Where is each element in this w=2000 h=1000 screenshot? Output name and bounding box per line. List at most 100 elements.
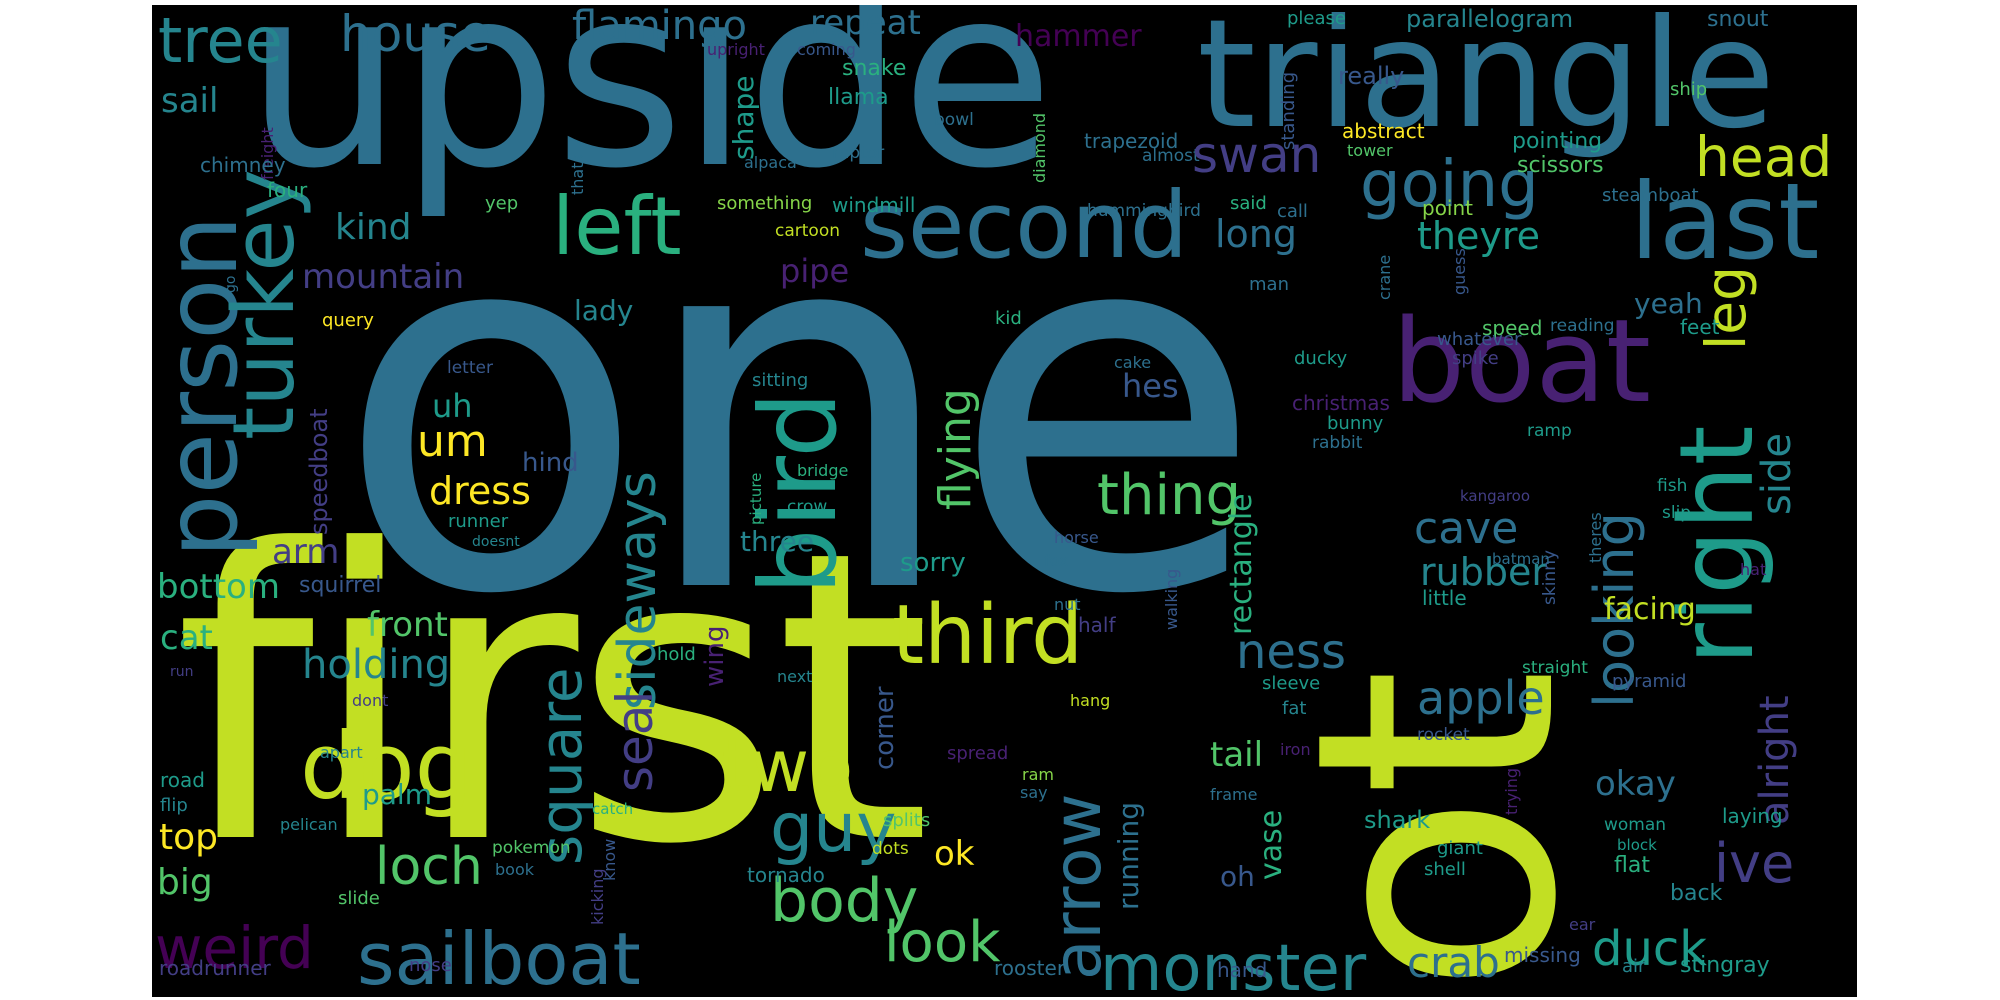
word-hang: hang	[1070, 691, 1111, 710]
word-ramp: ramp	[1527, 421, 1572, 441]
word-bottom: bottom	[157, 567, 280, 607]
word-dont: dont	[352, 691, 389, 710]
word-going: going	[1360, 148, 1539, 222]
word-turkey: turkey	[215, 169, 314, 440]
word-holding: holding	[302, 642, 451, 688]
word-pointing: pointing	[1512, 129, 1603, 154]
word-theyre: theyre	[1417, 214, 1541, 258]
word-loch: loch	[375, 837, 483, 897]
word-wing: wing	[700, 625, 730, 687]
word-giant: giant	[1437, 838, 1483, 859]
word-four: four	[267, 178, 308, 202]
word-letter: letter	[447, 358, 493, 378]
word-lady: lady	[574, 294, 634, 327]
word-roadrunner: roadrunner	[159, 956, 271, 980]
word-uh: uh	[432, 387, 473, 425]
word-corner: corner	[870, 686, 900, 770]
word-speed: speed	[1482, 316, 1543, 340]
word-third: third	[892, 588, 1084, 683]
word-square: square	[527, 667, 595, 865]
word-rubber: rubber	[1420, 550, 1547, 594]
word-upside: upside	[245, 5, 1054, 223]
word-ness: ness	[1236, 624, 1346, 680]
word-back: back	[1670, 881, 1723, 906]
word-crane: crane	[1375, 254, 1394, 300]
word-left: left	[552, 180, 682, 273]
word-dog: dog	[300, 713, 474, 820]
word-woman: woman	[1604, 815, 1667, 835]
word-oh: oh	[1220, 860, 1255, 893]
word-go: go	[223, 275, 239, 293]
word-sitting: sitting	[752, 370, 809, 391]
word-snout: snout	[1707, 7, 1769, 32]
word-upright: upright	[707, 40, 765, 59]
word-hat: hat	[1740, 560, 1767, 579]
word-boat: boat	[1392, 295, 1651, 429]
word-catch: catch	[592, 800, 634, 818]
word-said: said	[1230, 193, 1267, 214]
word-look: look	[884, 910, 1001, 975]
word-pelican: pelican	[280, 815, 338, 834]
word-tree: tree	[158, 5, 283, 77]
word-alpaca: alpaca	[744, 153, 797, 172]
word-snake: snake	[842, 56, 907, 81]
word-block: block	[1617, 836, 1657, 854]
word-seal: seal	[606, 690, 664, 792]
word-dress: dress	[429, 469, 531, 513]
word-top: top	[159, 817, 218, 858]
word-doesnt: doesnt	[472, 534, 520, 550]
word-monster: monster	[1100, 932, 1367, 997]
word-sail: sail	[161, 81, 219, 121]
word-one: one	[335, 113, 1264, 706]
word-bowl: bowl	[934, 110, 974, 130]
word-query: query	[322, 310, 374, 331]
word-book: book	[495, 860, 534, 879]
word-frame: frame	[1210, 785, 1258, 804]
word-ok: ok	[934, 834, 975, 874]
word-point: point	[1422, 196, 1474, 220]
word-slide: slide	[338, 888, 380, 909]
word-swan: swan	[1192, 126, 1322, 184]
word-squirrel: squirrel	[299, 573, 382, 598]
word-okay: okay	[1595, 764, 1676, 804]
word-rooster: rooster	[994, 956, 1066, 980]
word-ear: ear	[1569, 915, 1596, 934]
word-say: say	[1020, 783, 1048, 802]
word-cake: cake	[1114, 353, 1152, 372]
word-hind: hind	[522, 448, 579, 478]
word-second: second	[860, 172, 1189, 279]
word-splits: splits	[883, 810, 931, 831]
word-yep: yep	[485, 193, 519, 214]
word-kind: kind	[335, 207, 412, 248]
word-fox: fox	[1044, 551, 1069, 570]
word-something: something	[717, 193, 813, 214]
word-nose: nose	[409, 955, 452, 976]
word-coming: coming	[797, 40, 856, 59]
word-picture: picture	[747, 472, 765, 525]
word-rectangle: rectangle	[1224, 493, 1259, 635]
word-thing: thing	[1097, 463, 1242, 528]
word-arrow: arrow	[1039, 793, 1116, 980]
word-repeat: repeat	[810, 5, 921, 43]
word-chimney: chimney	[200, 153, 286, 177]
word-feet: feet	[1680, 315, 1720, 339]
word-stingray: stingray	[1680, 953, 1770, 978]
word-pyramid: pyramid	[1612, 671, 1687, 692]
word-last: last	[1630, 161, 1820, 283]
word-pokemon: pokemon	[492, 838, 571, 858]
word-theres: theres	[1586, 512, 1605, 563]
word-trapezoid: trapezoid	[1084, 129, 1179, 153]
word-long: long	[1215, 212, 1298, 256]
word-ram: ram	[1022, 765, 1054, 784]
word-horse: horse	[1054, 528, 1099, 547]
word-rocket: rocket	[1417, 725, 1470, 745]
word-ducky: ducky	[1294, 348, 1348, 369]
word-palm: palm	[362, 778, 432, 811]
word-sailboat: sailboat	[357, 917, 641, 997]
word-kangaroo: kangaroo	[1460, 487, 1531, 505]
word-almost: almost	[1142, 146, 1200, 166]
word-cat: cat	[160, 618, 213, 658]
word-rabbit: rabbit	[1312, 433, 1363, 453]
word-hand: hand	[1217, 958, 1268, 982]
word-hammer: hammer	[1015, 19, 1142, 54]
